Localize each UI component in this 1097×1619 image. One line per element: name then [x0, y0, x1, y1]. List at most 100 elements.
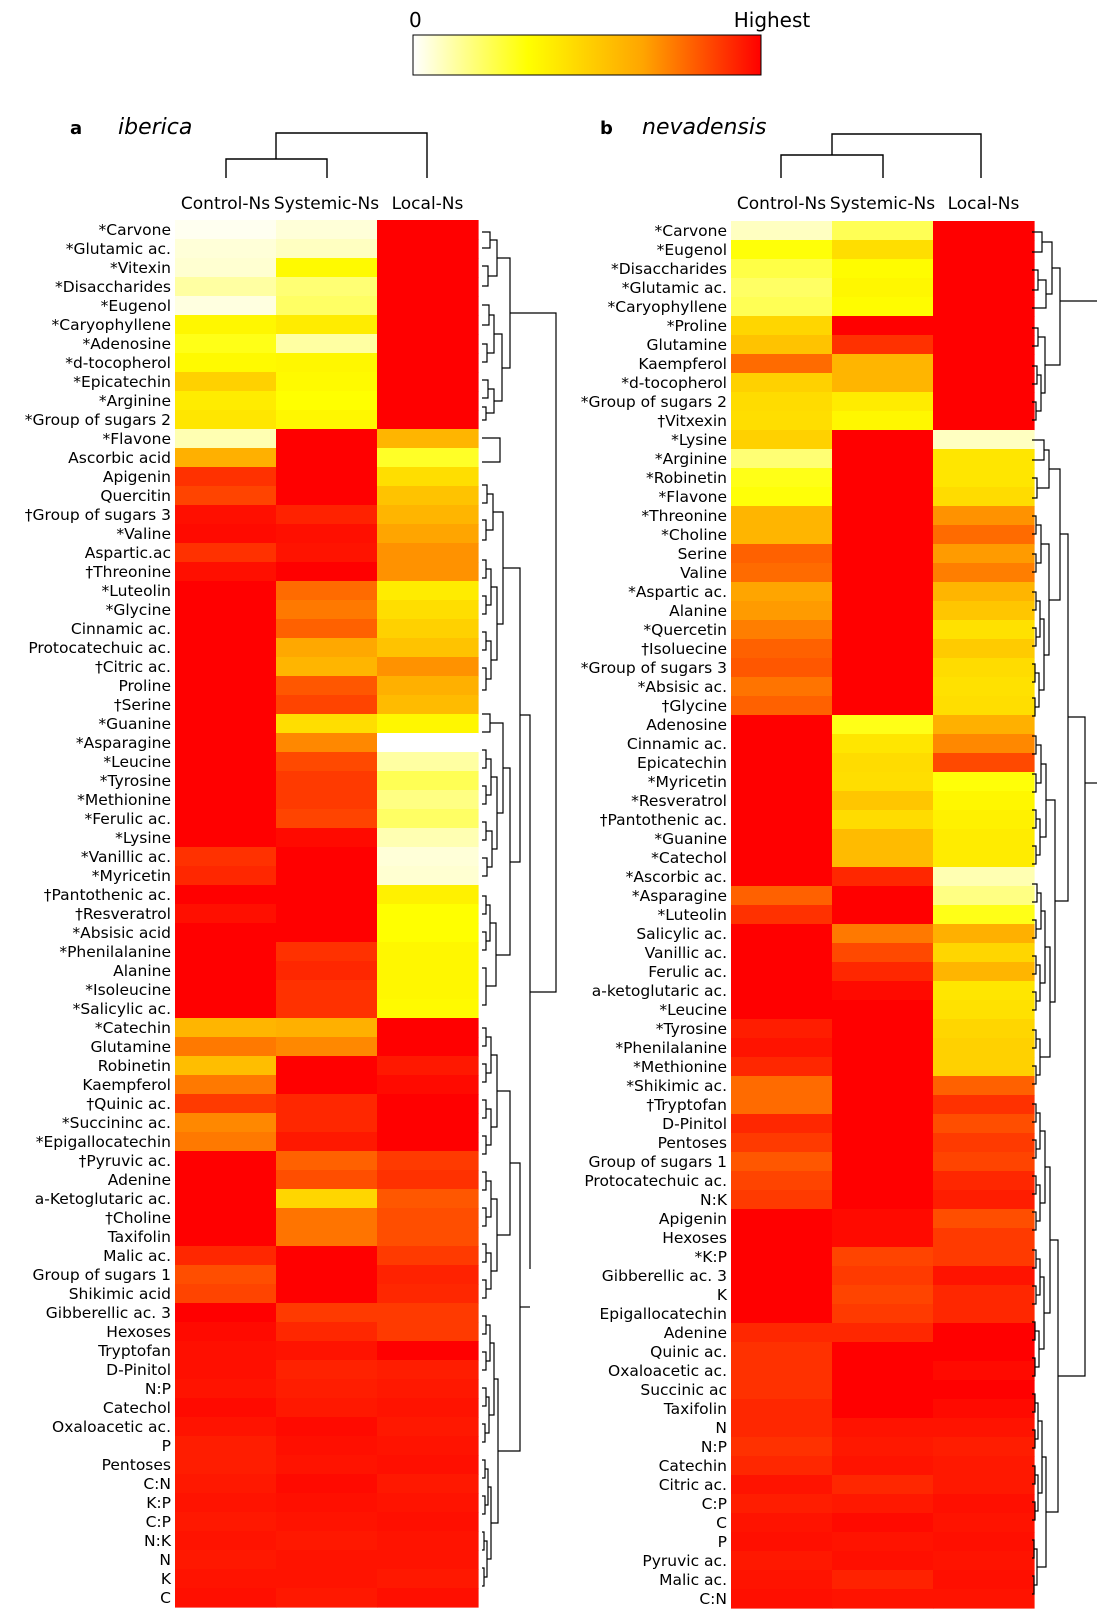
panel-a-heatmap-cell	[377, 638, 479, 658]
panel-b-heatmap-cell	[832, 1000, 934, 1020]
panel-b-heatmap-cell	[933, 1076, 1035, 1096]
panel-a-heatmap-cell	[276, 1569, 378, 1589]
panel-b-heatmap-cell	[731, 221, 833, 241]
panel-b-row-label: C:N	[699, 1590, 727, 1608]
panel-a-heatmap-cell	[377, 942, 479, 962]
panel-b-heatmap-cell	[731, 1228, 833, 1248]
panel-a-row-label: *d-tocopherol	[65, 354, 171, 372]
panel-b-heatmap-cell	[933, 1437, 1035, 1457]
color-legend: 0 Highest	[409, 8, 810, 76]
panel-b-row-label: Kaempferol	[638, 355, 727, 373]
panel-b-heatmap-cell	[933, 848, 1035, 868]
panel-a-row-label: *Tyrosine	[100, 772, 171, 790]
panel-b-row-label: †Tryptofan	[646, 1096, 727, 1114]
panel-b-heatmap-cell	[832, 1133, 934, 1153]
panel-b-row-label: *Guanine	[654, 830, 727, 848]
panel-a-heatmap-cell	[175, 296, 277, 316]
panel-a-heatmap-cell	[377, 391, 479, 411]
panel-a-heatmap-cell	[276, 1474, 378, 1494]
panel-a-heatmap-cell	[377, 657, 479, 677]
panel-a-heatmap-cell	[377, 239, 479, 259]
panel-b-heatmap-cell	[832, 1228, 934, 1248]
panel-b-heatmap-cell	[731, 1019, 833, 1039]
panel-b-heatmap-cell	[731, 867, 833, 887]
panel-b-heatmap-cell	[933, 1000, 1035, 1020]
panel-a-heatmap-cell	[175, 809, 277, 829]
panel-b-heatmap-cell	[933, 411, 1035, 431]
panel-a-heatmap-cell	[175, 980, 277, 1000]
panel-b-title: nevadensis	[642, 115, 766, 140]
panel-b-heatmap-cell	[933, 1019, 1035, 1039]
panel-a-heatmap-cell	[377, 1531, 479, 1551]
panel-b-heatmap-cell	[933, 886, 1035, 906]
panel-b-row-label: *Aspartic ac.	[628, 583, 727, 601]
panel-a-heatmap-cell	[276, 467, 378, 487]
panel-b-heatmap-cell	[832, 1399, 934, 1419]
panel-a-row-label: *Carvone	[99, 221, 171, 239]
panel-b-heatmap-cell	[731, 449, 833, 469]
panel-a-heatmap-cell	[175, 353, 277, 373]
panel-a-heatmap-cell	[175, 429, 277, 449]
panel-b-heatmap-cell	[731, 468, 833, 488]
panel-a-heatmap-cell	[377, 885, 479, 905]
panel-a-row-label: N:K	[144, 1532, 172, 1550]
panel-b-heatmap-cell	[731, 1418, 833, 1438]
panel-b-heatmap-cell	[933, 867, 1035, 887]
panel-b-heatmap-cell	[832, 1494, 934, 1514]
panel-b-heatmap-cell	[832, 1190, 934, 1210]
panel-a-row-labels: *Carvone*Glutamic ac.*Vitexin*Disacchari…	[25, 221, 172, 1607]
panel-a-heatmap-cell	[276, 410, 378, 430]
panel-a-heatmap-cell	[377, 562, 479, 582]
panel-a-heatmap-cell	[276, 619, 378, 639]
panel-b-heatmap-cell	[731, 259, 833, 279]
panel-b-heatmap-cell	[731, 1380, 833, 1400]
panel-a-heatmap-cell	[276, 1588, 378, 1608]
panel-a-heatmap-cell	[276, 1132, 378, 1152]
panel-b-heatmap-cell	[933, 696, 1035, 716]
panel-a-heatmap-cell	[276, 1246, 378, 1266]
panel-b-row-label: Oxaloacetic ac.	[608, 1362, 727, 1380]
panel-b-row-label: C	[716, 1514, 727, 1532]
panel-a-row-label: †Resveratrol	[75, 905, 171, 923]
panel-a-heatmap-cell	[276, 258, 378, 278]
panel-a-heatmap-cell	[377, 1550, 479, 1570]
panel-b-heatmap-cell	[832, 1513, 934, 1533]
panel-a-heatmap-cell	[276, 733, 378, 753]
panel-a-row-label: Hexoses	[106, 1323, 171, 1341]
panel-a-column-dendrogram	[225, 132, 428, 178]
panel-a-heatmap-cell	[175, 619, 277, 639]
panel-b-heatmap-cell	[731, 1361, 833, 1381]
panel-a-heatmap-cell	[276, 771, 378, 791]
panel-a-heatmap-cell	[377, 353, 479, 373]
panel-a-row-label: *Adenosine	[82, 335, 171, 353]
panel-b-heatmap-cell	[832, 677, 934, 697]
panel-a-heatmap-cell	[276, 1531, 378, 1551]
panel-a-heatmap-cell	[175, 1037, 277, 1057]
panel-b-heatmap-cell	[933, 1551, 1035, 1571]
panel-a-row-label: Alanine	[113, 962, 171, 980]
panel-a-heatmap-cell	[276, 980, 378, 1000]
panel-a-heatmap-cell	[175, 1227, 277, 1247]
panel-a-heatmap-cell	[276, 448, 378, 468]
panel-a-heatmap-cell	[377, 695, 479, 715]
panel-a-heatmap-cell	[377, 828, 479, 848]
panel-b-heatmap-cell	[832, 848, 934, 868]
panel-b-heatmap-cell	[933, 1209, 1035, 1229]
panel-a-row-label: Robinetin	[98, 1057, 171, 1075]
panel-a-heatmap-cell	[276, 904, 378, 924]
panel-b-heatmap-cell	[933, 1304, 1035, 1324]
panel-b-row-label: Quinic ac.	[650, 1343, 727, 1361]
panel-b-heatmap-cell	[731, 411, 833, 431]
panel-a-heatmap-cell	[276, 1227, 378, 1247]
panel-a-heatmap-cell	[276, 486, 378, 506]
panel-b-heatmap-cell	[933, 1323, 1035, 1343]
panel-a-heatmap-cell	[377, 372, 479, 392]
panel-b-heatmap-cell	[832, 734, 934, 754]
panel-a-heatmap-cell	[175, 524, 277, 544]
panel-b-heatmap-cell	[731, 753, 833, 773]
panel-a-heatmap-cell	[276, 581, 378, 601]
panel-b-row-label: Citric ac.	[659, 1476, 727, 1494]
panel-b-heatmap-cell	[933, 392, 1035, 412]
panel-a-heatmap-cell	[276, 1455, 378, 1475]
panel-a-row-dendrogram	[482, 231, 557, 1587]
